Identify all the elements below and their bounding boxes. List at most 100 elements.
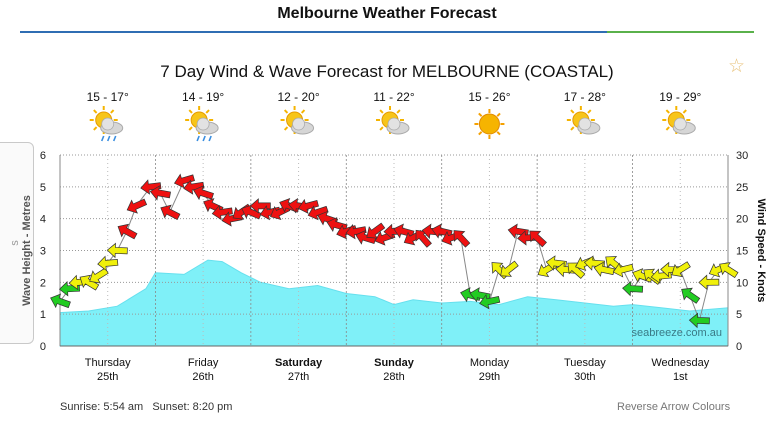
left-axis-title: Wave Height - Metres — [21, 195, 33, 306]
cloud-puff — [292, 117, 305, 131]
rain-drop — [202, 135, 206, 142]
sunrise-text: Sunrise: 5:54 am — [60, 401, 144, 413]
wind-arrow — [593, 261, 615, 277]
left-tick-label: 6 — [40, 150, 46, 162]
partly-cloudy-showers-icon — [89, 106, 124, 142]
right-tick-label: 5 — [736, 309, 742, 321]
wind-arrow — [140, 179, 162, 195]
date-label: 25th — [97, 371, 118, 383]
sun-ray — [379, 109, 384, 114]
sun-disc — [478, 113, 500, 135]
sunset-text: Sunset: 8:20 pm — [152, 401, 233, 413]
wind-arrow — [500, 260, 519, 277]
day-temp-label: 14 - 19° — [182, 90, 224, 104]
wind-arrow — [211, 204, 233, 221]
wind-arrow — [453, 230, 471, 248]
sun-ray — [682, 109, 687, 114]
wind-arrow — [183, 179, 205, 195]
reverse-arrow-colours-link[interactable]: Reverse Arrow Colours — [617, 401, 731, 413]
sun-ray — [570, 109, 575, 114]
sun-ray — [93, 126, 98, 131]
sun-ray — [496, 112, 501, 117]
sunny-icon — [474, 109, 505, 139]
date-label: 28th — [383, 371, 404, 383]
wind-arrow — [79, 274, 100, 291]
left-tick-label: 1 — [40, 309, 46, 321]
partly-cloudy-icon — [566, 106, 601, 135]
wind-arrow — [160, 204, 181, 220]
title-divider — [20, 31, 754, 33]
right-tick-label: 15 — [736, 246, 748, 258]
day-temp-label: 17 - 28° — [564, 90, 606, 104]
day-temp-label: 19 - 29° — [659, 90, 701, 104]
wind-arrow — [719, 262, 739, 279]
sun-ray — [188, 126, 193, 131]
left-tick-label: 0 — [40, 341, 46, 353]
sun-ray — [110, 109, 115, 114]
left-tick-label: 3 — [40, 246, 46, 258]
sun-ray — [478, 112, 483, 117]
day-temp-label: 15 - 17° — [87, 90, 129, 104]
wind-arrow — [415, 229, 432, 248]
partly-cloudy-showers-icon — [185, 106, 219, 142]
sun-ray — [396, 109, 401, 114]
rain-drop — [196, 135, 200, 142]
left-tick-label: 2 — [40, 277, 46, 289]
wind-arrow — [529, 230, 547, 248]
sun-ray — [205, 109, 210, 114]
wind-arrow — [345, 224, 367, 240]
wind-arrow — [50, 293, 71, 309]
cloud-puff — [673, 117, 687, 131]
day-temp-label: 12 - 20° — [277, 90, 319, 104]
right-tick-label: 30 — [736, 150, 748, 162]
rain-drop — [208, 135, 212, 142]
wind-arrow — [671, 261, 691, 278]
favourite-star-icon[interactable]: ☆ — [728, 56, 746, 77]
wind-arrow — [622, 280, 644, 297]
wind-arrow — [249, 198, 271, 214]
wind-arrow — [126, 198, 148, 214]
day-temp-label: 11 - 22° — [373, 90, 414, 104]
sun-ray — [188, 109, 193, 114]
right-tick-label: 0 — [736, 341, 742, 353]
left-tick-label: 5 — [40, 182, 46, 194]
wind-arrow — [698, 274, 720, 291]
sun-ray — [665, 126, 670, 131]
sun-ray — [570, 126, 575, 131]
sun-ray — [587, 109, 592, 114]
wind-arrow — [149, 185, 171, 201]
partly-cloudy-icon — [280, 106, 315, 135]
cloud-puff — [196, 117, 210, 131]
wind-arrow — [307, 205, 329, 221]
cloud-puff — [578, 117, 592, 131]
chart-title: 7 Day Wind & Wave Forecast for MELBOURNE… — [160, 62, 613, 81]
date-label: 30th — [574, 371, 595, 383]
wind-arrow — [612, 262, 634, 278]
wind-arrow — [297, 198, 319, 214]
partly-cloudy-icon — [662, 106, 696, 135]
date-label: 26th — [192, 371, 213, 383]
sun-ray — [496, 131, 501, 136]
sun-ray — [283, 109, 289, 114]
rain-drop — [100, 135, 105, 142]
left-tick-label: 4 — [40, 214, 46, 226]
partly-cloudy-icon — [376, 106, 410, 135]
wind-arrow — [366, 222, 386, 239]
wind-arrow — [173, 173, 195, 189]
side-tab[interactable]: s — [0, 142, 34, 344]
wind-arrow — [89, 267, 109, 284]
day-label: Thursday — [85, 357, 131, 369]
rain-drop — [106, 135, 111, 142]
wind-arrow — [567, 262, 586, 279]
wave-height-area — [59, 259, 729, 347]
wind-arrow — [106, 242, 128, 259]
sun-ray — [300, 109, 306, 114]
sun-ray — [283, 126, 289, 131]
right-tick-label: 25 — [736, 182, 748, 194]
wind-arrow — [688, 312, 710, 329]
right-tick-label: 10 — [736, 277, 748, 289]
wind-arrow — [681, 287, 701, 304]
rain-drop — [112, 135, 117, 142]
cloud-puff — [387, 117, 401, 131]
